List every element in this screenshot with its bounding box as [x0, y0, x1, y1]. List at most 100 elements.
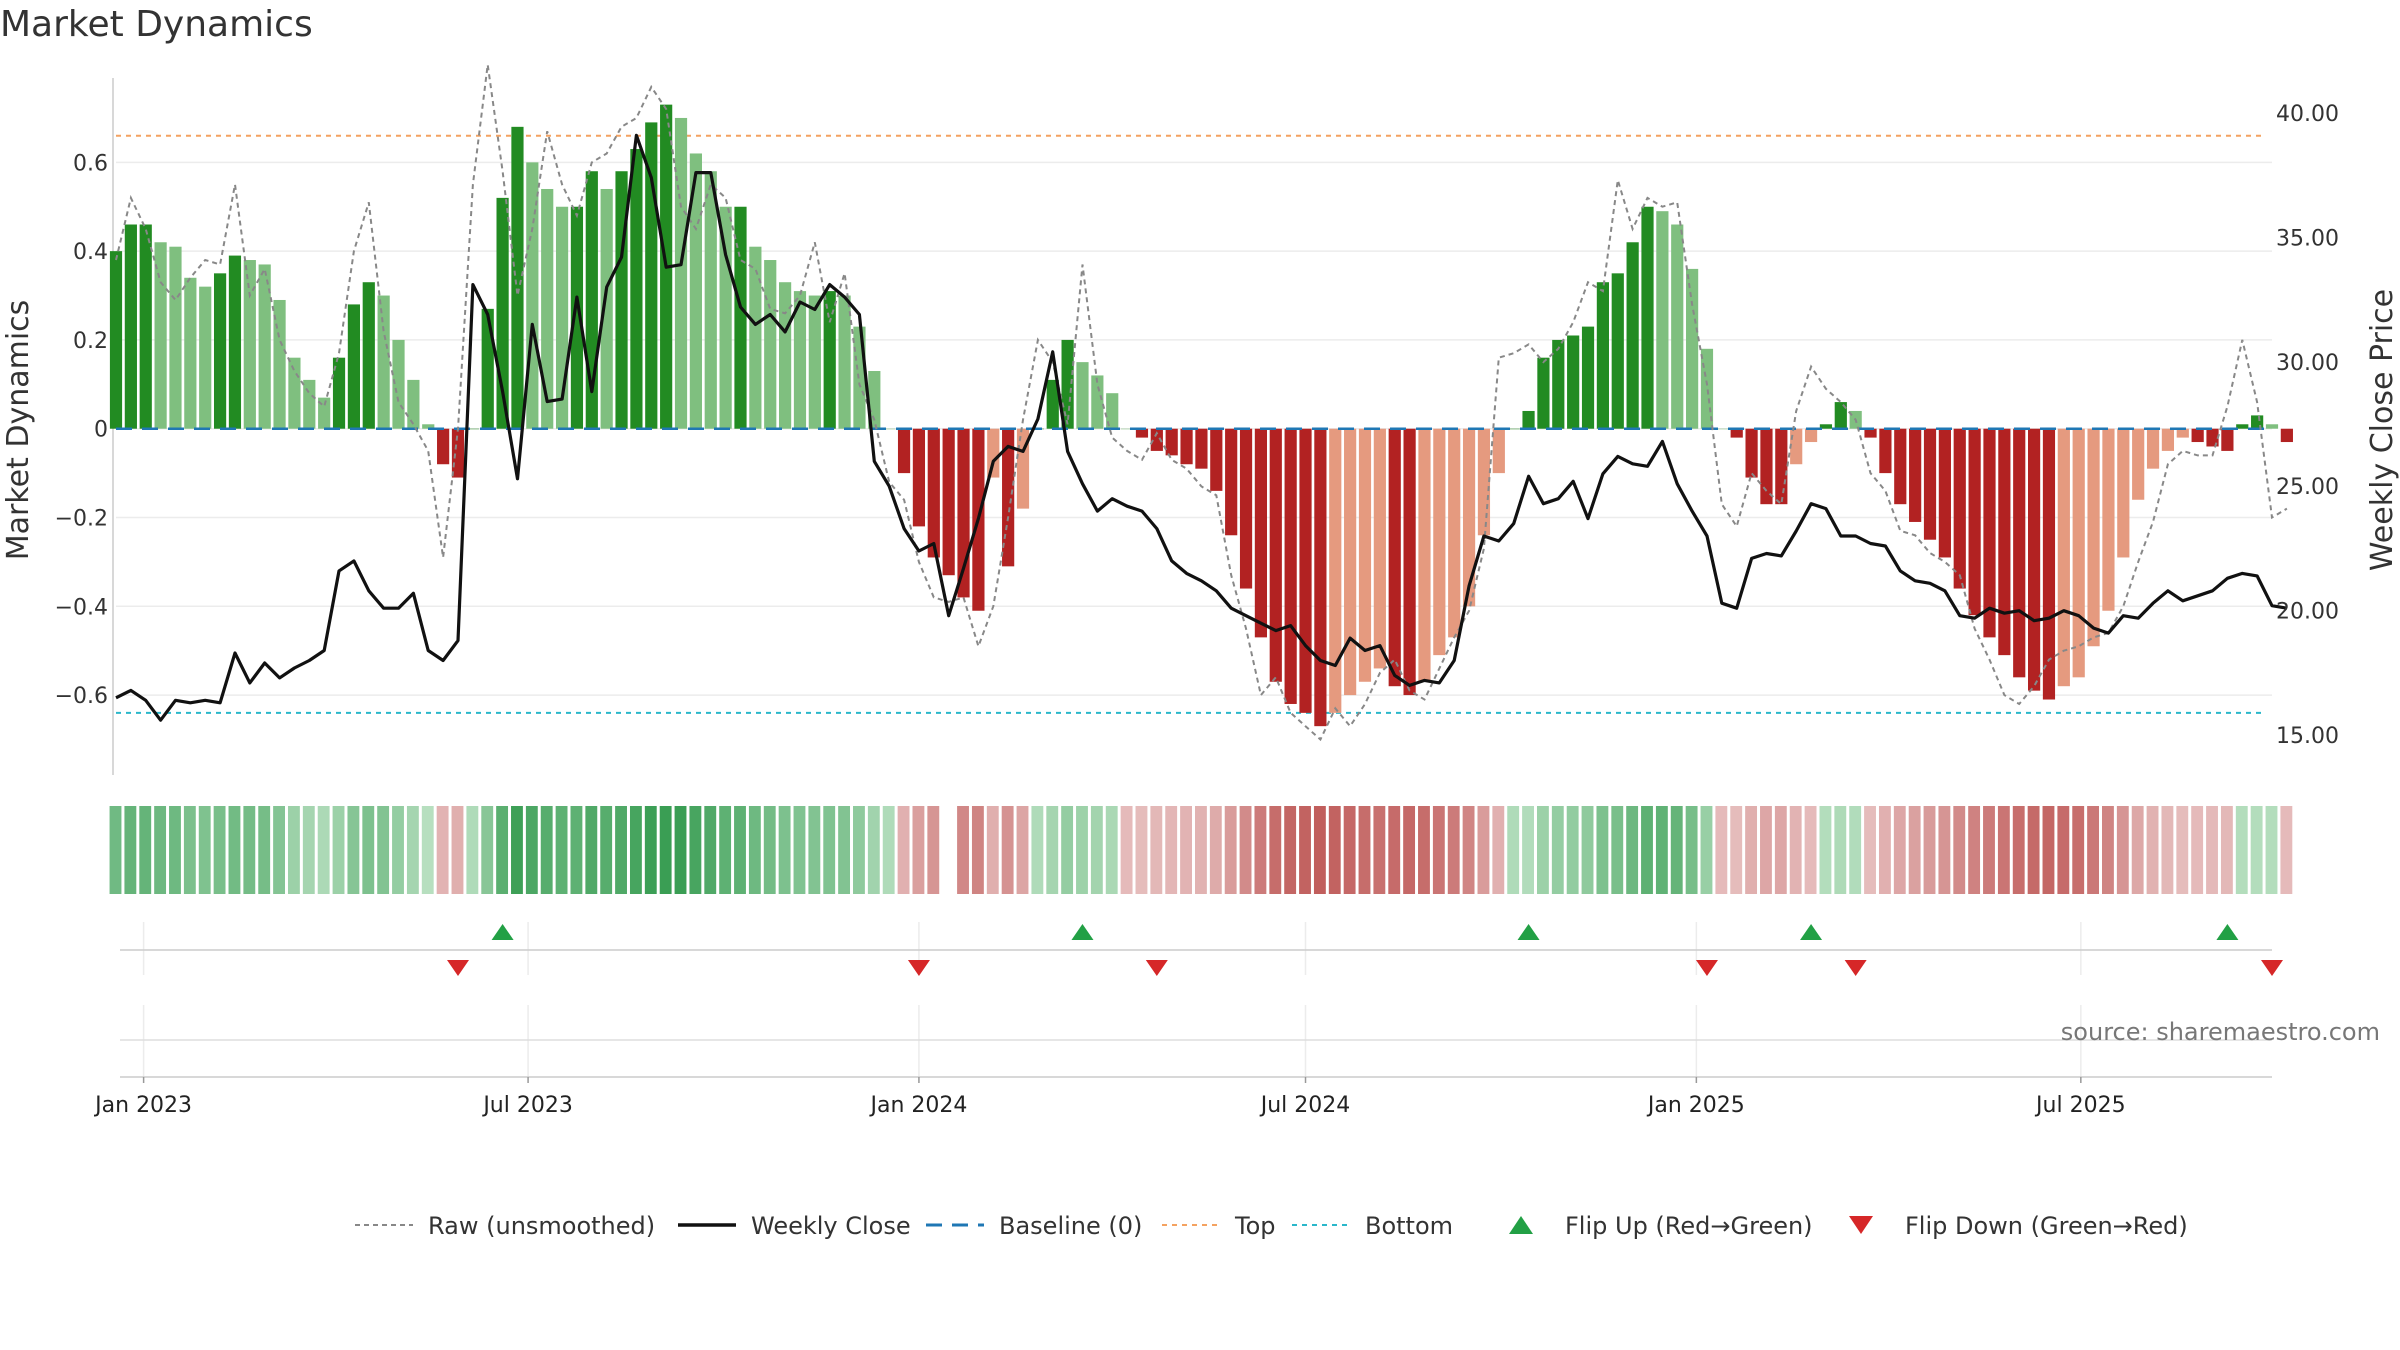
- band-cell: [258, 806, 271, 894]
- dynamics-bar: [481, 308, 494, 429]
- band-cell: [1180, 806, 1192, 894]
- band-cell: [719, 806, 732, 894]
- band-cell: [1254, 806, 1267, 894]
- band-cell: [2191, 806, 2204, 894]
- band-cell: [317, 806, 330, 894]
- legend-label: Flip Up (Red→Green): [1565, 1212, 1813, 1240]
- band-cell: [1269, 806, 1282, 894]
- dynamics-bar: [1492, 428, 1505, 474]
- dynamics-bar: [1254, 428, 1268, 638]
- band-cell: [2280, 806, 2293, 894]
- band-cell: [971, 806, 984, 894]
- right-tick-label: 40.00: [2276, 102, 2339, 127]
- band-cell: [1893, 806, 1906, 894]
- flip-up-marker: [1517, 924, 1540, 940]
- x-axis-ticks: Jan 2023 Jul 2023 Jan 2024 Jul 2024 Jan 2025…: [93, 1077, 2126, 1118]
- band-cell: [1536, 806, 1549, 894]
- dynamics-bar: [139, 224, 152, 429]
- band-cell: [659, 806, 672, 894]
- band-cell: [1819, 806, 1832, 894]
- dynamics-bar: [1686, 268, 1699, 429]
- band-cell: [2087, 806, 2100, 894]
- band-cell: [1462, 806, 1475, 894]
- dynamics-bar: [1225, 428, 1238, 536]
- band-cell: [808, 806, 821, 894]
- dynamics-bar: [838, 295, 851, 429]
- bottom-empty-panel: [120, 1005, 2272, 1078]
- dynamics-bar: [1879, 428, 1892, 474]
- dynamics-bar: [1567, 335, 1580, 429]
- band-cell: [228, 806, 241, 894]
- band-cell: [1938, 806, 1951, 894]
- flip-up-marker: [491, 924, 514, 940]
- source-note: source: sharemaestro.com: [2061, 1018, 2380, 1046]
- band-cell: [1447, 806, 1460, 894]
- dynamics-bar: [2057, 428, 2070, 687]
- band-cell: [2012, 806, 2025, 894]
- band-cell: [1596, 806, 1609, 894]
- dynamics-bar: [749, 246, 762, 429]
- band-cell: [1864, 806, 1876, 894]
- dynamics-bar: [1462, 428, 1476, 607]
- legend-item: Weekly Close: [678, 1212, 911, 1240]
- band-cell: [1626, 806, 1639, 894]
- dynamics-bar: [1804, 428, 1818, 443]
- band-cell: [2235, 806, 2248, 894]
- dynamics-bar: [1358, 428, 1372, 682]
- dynamics-bar: [124, 224, 137, 429]
- band-cell: [154, 806, 167, 894]
- dynamics-bar: [2042, 428, 2056, 700]
- band-cell: [1878, 806, 1891, 894]
- band-cell: [362, 806, 375, 894]
- band-cell: [1968, 806, 1981, 894]
- dynamics-bar: [2087, 428, 2100, 647]
- dynamics-bar: [1195, 428, 1208, 469]
- dynamics-bar: [2117, 428, 2130, 558]
- band-cell: [1923, 806, 1936, 894]
- flip-up-marker: [1071, 924, 1094, 940]
- dynamics-bar: [927, 428, 940, 558]
- band-cell: [2176, 806, 2189, 894]
- dynamics-bar: [1210, 428, 1223, 491]
- dynamics-bar: [1448, 428, 1461, 638]
- band-cell: [1804, 806, 1817, 894]
- band-cell: [1566, 806, 1579, 894]
- chart-title: Market Dynamics: [0, 4, 313, 45]
- dynamics-bar: [1373, 428, 1386, 669]
- band-cell: [1001, 806, 1014, 894]
- band-cell: [778, 806, 791, 894]
- band-cell: [674, 806, 687, 894]
- band-cell: [2102, 806, 2114, 894]
- band-cell: [1195, 806, 1207, 894]
- dynamics-bar: [1715, 428, 1728, 430]
- band-cell: [600, 806, 613, 894]
- band-cell: [1997, 806, 2010, 894]
- weekly-close-line-path: [115, 133, 2288, 722]
- dynamics-bar: [347, 304, 360, 429]
- dynamics-bar: [1165, 428, 1178, 456]
- dynamics-bar: [1180, 428, 1193, 465]
- legend: Raw (unsmoothed) Weekly Close Baseline (0)…: [355, 1212, 2188, 1240]
- band-cell: [2057, 806, 2070, 894]
- band-cell: [1641, 806, 1653, 894]
- left-tick-label: 0: [94, 418, 108, 443]
- dynamics-bar: [734, 206, 747, 429]
- dynamics-bar: [1433, 428, 1446, 656]
- regime-band: [109, 806, 2293, 894]
- band-cell: [287, 806, 300, 894]
- band-cell: [183, 806, 196, 894]
- band-cell: [1150, 806, 1163, 894]
- dynamics-bar: [392, 339, 405, 429]
- band-cell: [838, 806, 851, 894]
- left-tick-label: 0.2: [73, 329, 108, 354]
- band-cell: [853, 806, 865, 894]
- band-cell: [615, 806, 627, 894]
- dynamics-bar: [883, 428, 896, 430]
- right-tick-label: 20.00: [2276, 600, 2339, 625]
- dynamics-bar: [1968, 428, 1981, 616]
- main-gridlines: [112, 78, 2272, 775]
- dynamics-bar: [1730, 428, 1743, 438]
- band-cell: [2250, 806, 2263, 894]
- band-cell: [451, 806, 464, 894]
- legend-item: Flip Down (Green→Red): [1849, 1212, 2188, 1240]
